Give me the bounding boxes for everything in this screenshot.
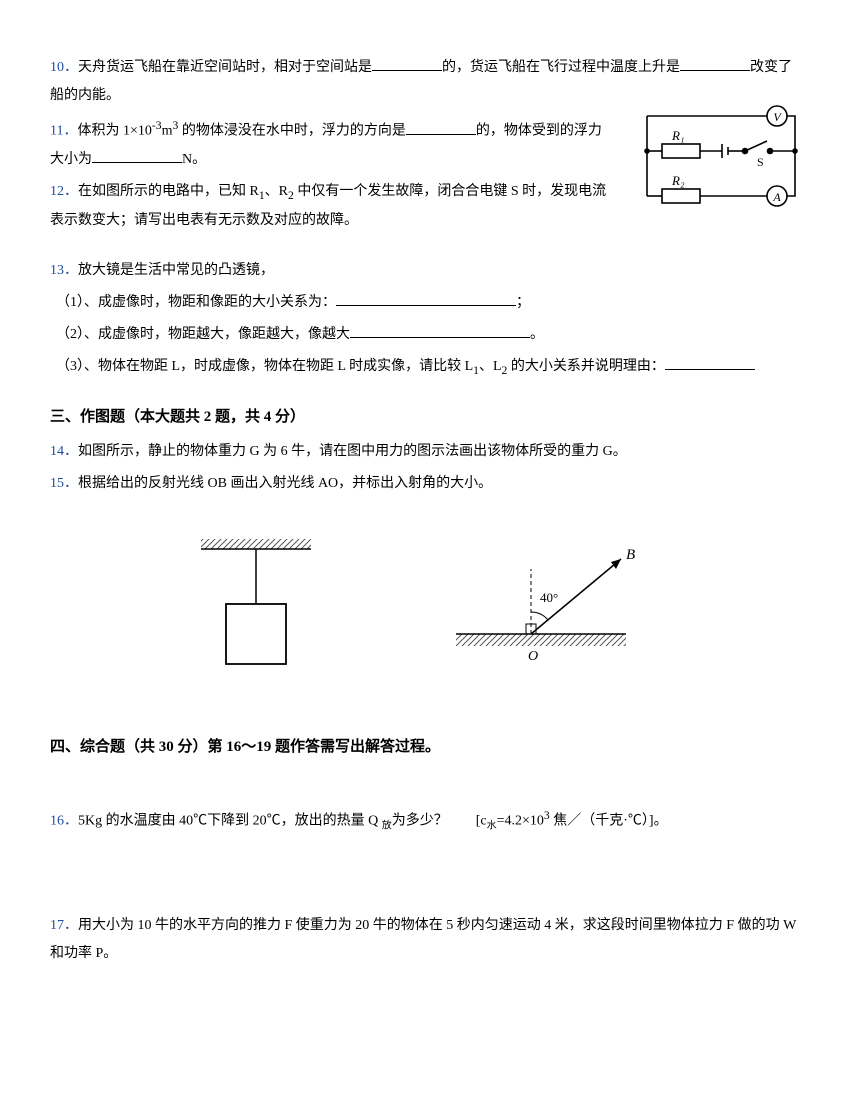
- question-12: 12．在如图所示的电路中，已知 R1、R2 中仅有一个发生故障，闭合合电键 S …: [50, 178, 615, 235]
- q12-b: 、R: [265, 184, 288, 199]
- q14-text: 如图所示，静止的物体重力 G 为 6 牛，请在图中用力的图示法画出该物体所受的重…: [78, 444, 627, 459]
- figure-14: [196, 534, 316, 684]
- q13-p2a: （2）、成虚像时，物距越大，像距越大，像越大: [56, 327, 350, 342]
- q13-part3: （3）、物体在物距 L，时成虚像，物体在物距 L 时成实像，请比较 L1、L2 …: [50, 353, 802, 382]
- q13-p1b: ；: [516, 295, 530, 310]
- section-3-title: 三、作图题（本大题共 2 题，共 4 分）: [50, 402, 802, 432]
- q16-num: 16．: [50, 814, 78, 829]
- question-17: 17．用大小为 10 牛的水平方向的推力 F 使重力为 20 牛的物体在 5 秒…: [50, 912, 802, 968]
- blank: [350, 324, 530, 338]
- q11-a: 体积为 1×10: [77, 124, 151, 139]
- blank: [92, 149, 182, 163]
- q17-num: 17．: [50, 918, 78, 933]
- svg-text:O: O: [528, 649, 538, 664]
- circuit-diagram: V S R₁: [627, 96, 802, 227]
- q11-c: 的物体浸没在水中时，浮力的方向是: [178, 124, 406, 139]
- q13-p2b: 。: [530, 327, 544, 342]
- q11-e: N。: [182, 152, 206, 167]
- question-15: 15．根据给出的反射光线 OB 画出入射光线 AO，并标出入射角的大小。: [50, 470, 802, 498]
- q12-a: 在如图所示的电路中，已知 R: [78, 184, 259, 199]
- svg-text:A: A: [772, 190, 781, 204]
- q16-d: 焦／（千克·℃）]。: [550, 814, 668, 829]
- q13-p3b: 、L: [479, 359, 502, 374]
- svg-text:B: B: [626, 547, 635, 563]
- blank: [406, 121, 476, 135]
- q13-lead: 放大镜是生活中常见的凸透镜，: [78, 263, 274, 278]
- q17-text: 用大小为 10 牛的水平方向的推力 F 使重力为 20 牛的物体在 5 秒内匀速…: [50, 918, 796, 961]
- q12-num: 12．: [50, 184, 78, 199]
- q10-num: 10．: [50, 60, 78, 75]
- question-13: 13．放大镜是生活中常见的凸透镜，: [50, 257, 802, 285]
- q11-num: 11．: [50, 124, 77, 139]
- question-16: 16．5Kg 的水温度由 40℃下降到 20℃，放出的热量 Q 放为多少？ [c…: [50, 804, 802, 836]
- question-14: 14．如图所示，静止的物体重力 G 为 6 牛，请在图中用力的图示法画出该物体所…: [50, 438, 802, 466]
- q10-b: 的，货运飞船在飞行过程中温度上升是: [442, 60, 680, 75]
- svg-text:R₁: R₁: [671, 128, 684, 143]
- figure-15: 40° B O: [436, 534, 656, 674]
- section-4-title: 四、综合题（共 30 分）第 16～19 题作答需写出解答过程。: [50, 732, 802, 762]
- q10-a: 天舟货运飞船在靠近空间站时，相对于空间站是: [78, 60, 372, 75]
- figures-row: 40° B O: [50, 534, 802, 684]
- blank: [680, 57, 750, 71]
- svg-text:V: V: [773, 110, 782, 124]
- q13-p3c: 的大小关系并说明理由：: [507, 359, 665, 374]
- q13-part2: （2）、成虚像时，物距越大，像距越大，像越大 。: [50, 321, 802, 349]
- svg-text:S: S: [757, 155, 764, 169]
- q15-num: 15．: [50, 476, 78, 491]
- svg-text:R₂: R₂: [671, 173, 685, 188]
- q11-sup1: -3: [152, 119, 162, 132]
- svg-text:40°: 40°: [540, 590, 558, 605]
- question-11: 11．体积为 1×10-3m3 的物体浸没在水中时，浮力的方向是的，物体受到的浮…: [50, 114, 615, 174]
- blank: [665, 356, 755, 370]
- blank: [372, 57, 442, 71]
- q13-part1: （1）、成虚像时，物距和像距的大小关系为： ；: [50, 289, 802, 317]
- blank: [336, 292, 516, 306]
- q16-subp: 放: [382, 820, 392, 831]
- q13-p1a: （1）、成虚像时，物距和像距的大小关系为：: [56, 295, 336, 310]
- q11-q12-row: 11．体积为 1×10-3m3 的物体浸没在水中时，浮力的方向是的，物体受到的浮…: [50, 114, 802, 239]
- q11-b: m: [162, 124, 173, 139]
- q13-p3a: （3）、物体在物距 L，时成虚像，物体在物距 L 时成实像，请比较 L: [56, 359, 473, 374]
- q16-a: 5Kg 的水温度由 40℃下降到 20℃，放出的热量 Q: [78, 814, 382, 829]
- q16-subw: 水: [487, 820, 497, 831]
- q15-text: 根据给出的反射光线 OB 画出入射光线 AO，并标出入射角的大小。: [78, 476, 492, 491]
- q13-num: 13．: [50, 263, 78, 278]
- q16-c: =4.2×10: [497, 814, 544, 829]
- q14-num: 14．: [50, 444, 78, 459]
- q16-b: 为多少？ [c: [392, 814, 487, 829]
